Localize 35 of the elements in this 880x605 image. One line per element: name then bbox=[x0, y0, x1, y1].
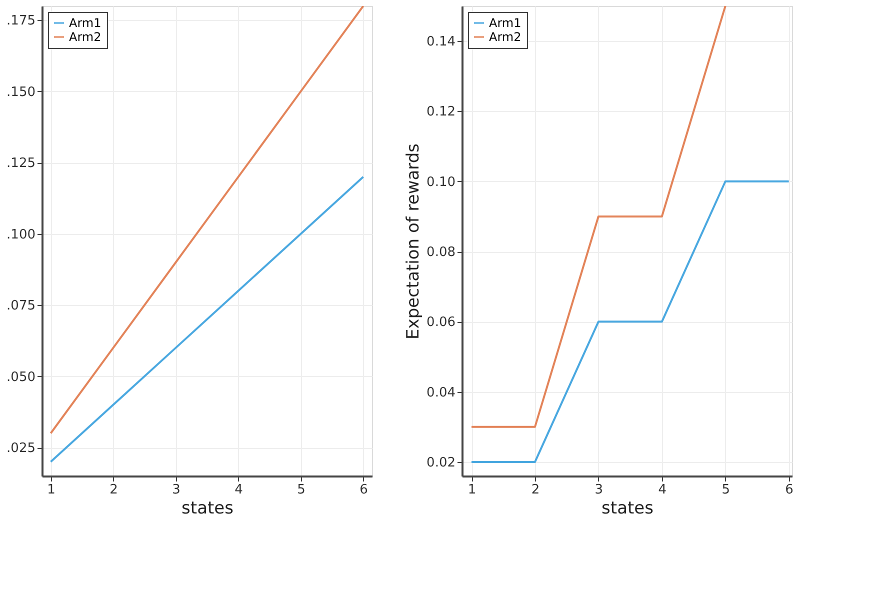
y-tick-label: 0.08 bbox=[426, 245, 456, 260]
legend-label: Arm1 bbox=[489, 16, 522, 30]
x-tick-label: 2 bbox=[531, 482, 540, 498]
y-tick-label: .175 bbox=[6, 14, 36, 29]
x-tick-label: 3 bbox=[594, 482, 604, 498]
x-tick-label: 4 bbox=[658, 482, 667, 498]
x-tick-label: 5 bbox=[297, 482, 306, 498]
x-tick-label: 5 bbox=[722, 482, 730, 498]
x-tick-label: 1 bbox=[468, 482, 476, 498]
y-tick-label: .025 bbox=[6, 441, 36, 456]
y-tick-label: 0.10 bbox=[426, 174, 456, 190]
line-series bbox=[50, 6, 364, 434]
x-axis-title: states bbox=[602, 498, 654, 518]
y-tick-label: .075 bbox=[6, 298, 36, 314]
y-tick-label: 0.06 bbox=[426, 315, 456, 330]
legend-label: Arm2 bbox=[489, 30, 522, 44]
y-tick-label: .150 bbox=[6, 84, 36, 100]
legend-label: Arm2 bbox=[69, 30, 102, 44]
x-axis-title: states bbox=[182, 498, 234, 518]
y-tick-label: 0.02 bbox=[426, 455, 456, 470]
legend-label: Arm1 bbox=[69, 16, 102, 30]
x-tick-label: 6 bbox=[360, 482, 368, 498]
y-tick-label: 0.14 bbox=[426, 34, 456, 50]
x-tick-label: 6 bbox=[785, 482, 794, 498]
y-axis-title: Expectation of rewards bbox=[404, 143, 424, 340]
x-tick-label: 1 bbox=[47, 482, 56, 498]
x-tick-label: 2 bbox=[110, 482, 118, 498]
y-tick-label: .050 bbox=[6, 370, 36, 385]
line-series bbox=[50, 176, 364, 463]
y-tick-label: .100 bbox=[6, 227, 36, 242]
y-tick-label: 0.12 bbox=[426, 104, 456, 120]
y-tick-label: 0.04 bbox=[426, 385, 456, 400]
x-tick-label: 4 bbox=[234, 482, 243, 498]
y-tick-label: .125 bbox=[6, 156, 36, 172]
x-tick-label: 3 bbox=[172, 482, 180, 498]
